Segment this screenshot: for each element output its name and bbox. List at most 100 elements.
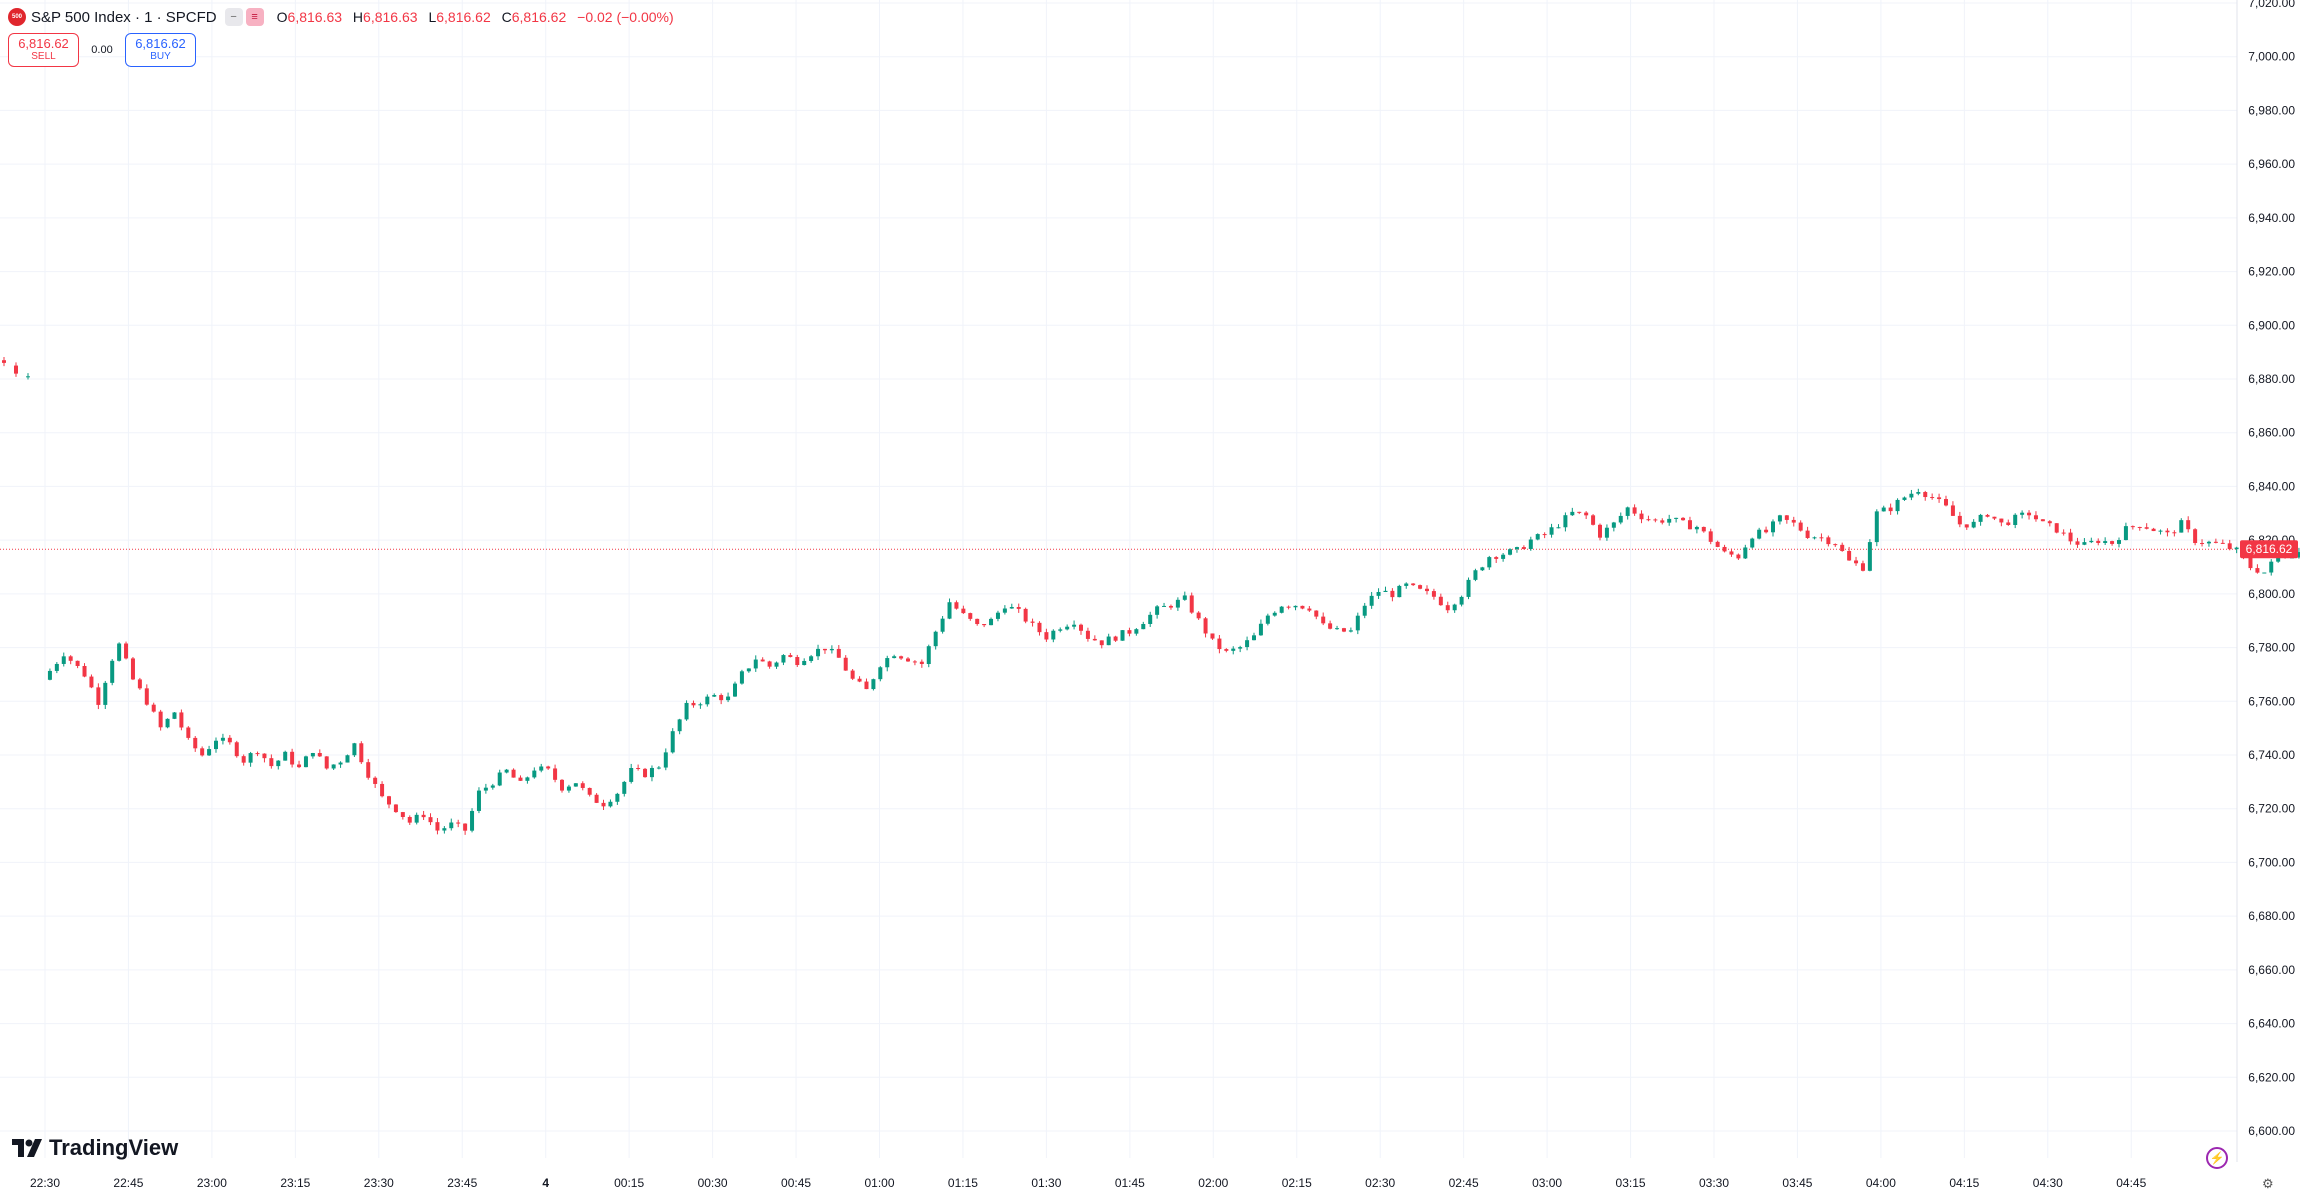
candle-body bbox=[1425, 588, 1429, 592]
symbol-badge[interactable]: 500 bbox=[8, 8, 26, 26]
candle-body bbox=[117, 643, 122, 661]
candle-body bbox=[1549, 527, 1554, 535]
candle-body bbox=[1687, 520, 1692, 530]
x-tick-label: 23:45 bbox=[447, 1176, 477, 1190]
candle-body bbox=[317, 752, 322, 757]
candle-body bbox=[1335, 628, 1340, 630]
candle-body bbox=[954, 602, 959, 609]
x-tick-label: 04:45 bbox=[2116, 1176, 2146, 1190]
buy-button[interactable]: 6,816.62 BUY bbox=[125, 33, 196, 67]
candle-body bbox=[788, 655, 793, 658]
sell-button[interactable]: 6,816.62 SELL bbox=[8, 33, 79, 67]
x-tick-label: 23:30 bbox=[364, 1176, 394, 1190]
candle-body bbox=[1944, 499, 1948, 506]
candle-body bbox=[1009, 607, 1014, 609]
candle-body bbox=[1874, 511, 1879, 543]
candle-body bbox=[324, 756, 329, 769]
candle-body bbox=[1099, 640, 1104, 646]
brand-name: TradingView bbox=[49, 1135, 179, 1160]
candle-body bbox=[1217, 638, 1222, 650]
candle-body bbox=[1736, 554, 1741, 559]
candle-body bbox=[297, 764, 302, 768]
candle-body bbox=[269, 758, 274, 767]
tradingview-logo[interactable]: TradingView bbox=[12, 1135, 178, 1161]
candle-body bbox=[200, 748, 205, 756]
x-tick-label: 02:30 bbox=[1365, 1176, 1395, 1190]
candle-body bbox=[110, 660, 115, 683]
candle-body bbox=[1508, 549, 1513, 555]
candle-body bbox=[1231, 648, 1236, 651]
x-tick-label: 00:45 bbox=[781, 1176, 811, 1190]
candle-body bbox=[739, 671, 744, 684]
time-axis[interactable]: 22:30 22:45 23:00 23:15 23:30 23:45 4 00:15 00:3… bbox=[30, 1176, 2147, 1190]
last-price-label: 6,816.62 bbox=[2246, 542, 2293, 556]
candle-body bbox=[1245, 640, 1250, 648]
candle-body bbox=[1092, 638, 1097, 641]
lightning-icon[interactable]: ⚡ bbox=[2206, 1147, 2228, 1169]
candle-body bbox=[1860, 563, 1865, 571]
candle-body bbox=[1079, 624, 1083, 631]
candle-body bbox=[1044, 632, 1049, 640]
candle-body bbox=[850, 670, 855, 679]
candle-body bbox=[2096, 540, 2101, 543]
candle-body bbox=[1058, 629, 1063, 631]
candle-body bbox=[1950, 505, 1955, 516]
candle-body bbox=[1937, 497, 1942, 500]
candle-body bbox=[809, 656, 814, 661]
x-tick-label: 02:00 bbox=[1198, 1176, 1228, 1190]
candle-body bbox=[2200, 543, 2205, 545]
candle-body bbox=[2075, 541, 2080, 545]
candle-body bbox=[1210, 633, 1215, 639]
candle-body bbox=[172, 712, 177, 719]
candle-body bbox=[1646, 519, 1651, 521]
collapse-icon[interactable]: − bbox=[224, 8, 243, 26]
candle-body bbox=[989, 618, 994, 626]
x-tick-label: 01:30 bbox=[1031, 1176, 1061, 1190]
candle-body bbox=[470, 810, 475, 831]
gear-icon[interactable]: ⚙ bbox=[2262, 1176, 2274, 1191]
y-tick-label: 6,660.00 bbox=[2248, 963, 2295, 977]
candle-body bbox=[1743, 547, 1748, 559]
candle-body bbox=[1307, 608, 1312, 611]
candle-body bbox=[1300, 605, 1305, 609]
menu-icon[interactable]: ≡ bbox=[245, 8, 264, 26]
candle-body bbox=[262, 753, 267, 759]
candle-body bbox=[677, 719, 682, 732]
symbol-title[interactable]: S&P 500 Index · 1 · SPCFD bbox=[31, 8, 217, 26]
last-price-marker: 6,816.62 bbox=[2240, 540, 2298, 559]
candle-body bbox=[1155, 606, 1160, 615]
candle-body bbox=[1411, 583, 1416, 586]
candle-body bbox=[1909, 493, 1914, 498]
candle-body bbox=[1438, 596, 1443, 606]
candle-body bbox=[1992, 516, 1997, 519]
candle-body bbox=[1272, 612, 1277, 616]
candle-body bbox=[186, 727, 191, 738]
candle-body bbox=[608, 801, 613, 807]
candle-body bbox=[594, 794, 599, 803]
candle-body bbox=[2123, 526, 2128, 541]
x-tick-label: 04:30 bbox=[2033, 1176, 2063, 1190]
candle-body bbox=[1722, 546, 1727, 552]
candle-body bbox=[1473, 570, 1478, 580]
candle-body bbox=[656, 767, 661, 769]
candle-body bbox=[1376, 592, 1381, 596]
x-tick-label: 04:15 bbox=[1949, 1176, 1979, 1190]
candle-body bbox=[781, 655, 786, 663]
candle-body bbox=[940, 618, 945, 632]
candle-body bbox=[400, 812, 405, 818]
candle-body bbox=[248, 753, 253, 763]
candle-body bbox=[303, 756, 308, 768]
candle-body bbox=[352, 743, 357, 756]
candle-body bbox=[1383, 590, 1388, 593]
candle-body bbox=[2213, 541, 2218, 543]
candle-body bbox=[961, 608, 966, 614]
candle-body bbox=[2158, 530, 2163, 532]
candle-body bbox=[1715, 541, 1720, 547]
candle-body bbox=[345, 755, 350, 763]
candle-body bbox=[2089, 540, 2094, 543]
price-axis[interactable]: 6,600.00 6,620.00 6,640.00 6,660.00 6,680.00… bbox=[2248, 0, 2295, 1138]
candle-body bbox=[2110, 541, 2115, 544]
candle-body bbox=[1341, 628, 1346, 632]
candle-body bbox=[975, 618, 980, 625]
